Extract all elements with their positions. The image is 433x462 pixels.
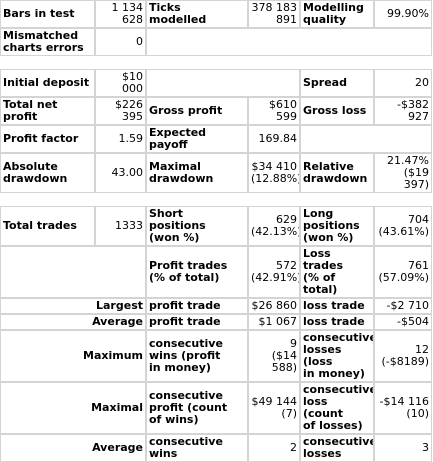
largest-loss-trade-value: -$2 710 — [374, 298, 432, 314]
row-profit-factor: Profit factor 1.59 Expected payoff 169.8… — [0, 125, 432, 153]
relative-drawdown-value: 21.47% ($19 397) — [374, 153, 432, 193]
largest-profit-trade-label: profit trade — [146, 298, 248, 314]
absolute-drawdown-value: 43.00 — [95, 153, 146, 193]
maximal-consecutive-loss-value: -$14 116 (10) — [374, 382, 432, 434]
bars-in-test-label: Bars in test — [0, 0, 95, 28]
average-consecutive-row-label: Average — [0, 434, 146, 462]
spacer-cell — [0, 56, 432, 69]
empty-cell — [146, 69, 300, 97]
profit-factor-label: Profit factor — [0, 125, 95, 153]
spacer-row — [0, 193, 432, 206]
average-consecutive-wins-value: 2 — [248, 434, 300, 462]
empty-cell — [0, 246, 146, 298]
relative-drawdown-label: Relative drawdown — [300, 153, 374, 193]
average-profit-trade-label: profit trade — [146, 314, 248, 330]
row-mismatched-errors: Mismatched charts errors 0 — [0, 28, 432, 56]
empty-cell — [300, 125, 432, 153]
gross-profit-value: $610 599 — [248, 97, 300, 125]
row-largest: Largest profit trade $26 860 loss trade … — [0, 298, 432, 314]
loss-trades-value: 761 (57.09%) — [374, 246, 432, 298]
max-consecutive-wins-value: 9 ($14 588) — [248, 330, 300, 382]
spread-label: Spread — [300, 69, 374, 97]
ticks-modelled-label: Ticks modelled — [146, 0, 248, 28]
row-average-consecutive: Average consecutive wins 2 consecutive l… — [0, 434, 432, 462]
initial-deposit-label: Initial deposit — [0, 69, 95, 97]
maximal-row-label: Maximal — [0, 382, 146, 434]
gross-loss-value: -$382 927 — [374, 97, 432, 125]
row-maximal-consecutive: Maximal consecutive profit (count of win… — [0, 382, 432, 434]
short-positions-value: 629 (42.13%) — [248, 206, 300, 246]
average-profit-trade-value: $1 067 — [248, 314, 300, 330]
row-drawdowns: Absolute drawdown 43.00 Maximal drawdown… — [0, 153, 432, 193]
total-net-profit-value: $226 395 — [95, 97, 146, 125]
profit-factor-value: 1.59 — [95, 125, 146, 153]
average-row-label: Average — [0, 314, 146, 330]
mismatched-charts-errors-label: Mismatched charts errors — [0, 28, 95, 56]
max-consecutive-wins-label: consecutive wins (profit in money) — [146, 330, 248, 382]
row-profit-loss: Total net profit $226 395 Gross profit $… — [0, 97, 432, 125]
total-trades-label: Total trades — [0, 206, 95, 246]
mismatched-charts-errors-value: 0 — [95, 28, 146, 56]
maximal-drawdown-label: Maximal drawdown — [146, 153, 248, 193]
expected-payoff-label: Expected payoff — [146, 125, 248, 153]
largest-row-label: Largest — [0, 298, 146, 314]
largest-profit-trade-value: $26 860 — [248, 298, 300, 314]
initial-deposit-value: $10 000 — [95, 69, 146, 97]
total-trades-value: 1333 — [95, 206, 146, 246]
row-total-trades: Total trades 1333 Short positions (won %… — [0, 206, 432, 246]
long-positions-label: Long positions (won %) — [300, 206, 374, 246]
maximal-consecutive-profit-value: $49 144 (7) — [248, 382, 300, 434]
profit-trades-value: 572 (42.91%) — [248, 246, 300, 298]
empty-cell — [146, 28, 432, 56]
total-net-profit-label: Total net profit — [0, 97, 95, 125]
row-profit-loss-trades: Profit trades (% of total) 572 (42.91%) … — [0, 246, 432, 298]
loss-trades-label: Loss trades (% of total) — [300, 246, 374, 298]
expected-payoff-value: 169.84 — [248, 125, 300, 153]
profit-trades-label: Profit trades (% of total) — [146, 246, 248, 298]
average-consecutive-losses-label: consecutive losses — [300, 434, 374, 462]
spread-value: 20 — [374, 69, 432, 97]
spacer-row — [0, 56, 432, 69]
row-deposit-spread: Initial deposit $10 000 Spread 20 — [0, 69, 432, 97]
row-maximum-consecutive: Maximum consecutive wins (profit in mone… — [0, 330, 432, 382]
maximal-consecutive-loss-label: consecutive loss (count of losses) — [300, 382, 374, 434]
row-bars-ticks-quality: Bars in test 1 134 628 Ticks modelled 37… — [0, 0, 432, 28]
maximal-consecutive-profit-label: consecutive profit (count of wins) — [146, 382, 248, 434]
short-positions-label: Short positions (won %) — [146, 206, 248, 246]
modelling-quality-value: 99.90% — [374, 0, 432, 28]
maximal-drawdown-value: $34 410 (12.88%) — [248, 153, 300, 193]
absolute-drawdown-label: Absolute drawdown — [0, 153, 95, 193]
maximum-row-label: Maximum — [0, 330, 146, 382]
spacer-cell — [0, 193, 432, 206]
gross-loss-label: Gross loss — [300, 97, 374, 125]
largest-loss-trade-label: loss trade — [300, 298, 374, 314]
long-positions-value: 704 (43.61%) — [374, 206, 432, 246]
row-average-trade: Average profit trade $1 067 loss trade -… — [0, 314, 432, 330]
max-consecutive-losses-label: consecutive losses (loss in money) — [300, 330, 374, 382]
bars-in-test-value: 1 134 628 — [95, 0, 146, 28]
gross-profit-label: Gross profit — [146, 97, 248, 125]
average-consecutive-wins-label: consecutive wins — [146, 434, 248, 462]
average-loss-trade-label: loss trade — [300, 314, 374, 330]
modelling-quality-label: Modelling quality — [300, 0, 374, 28]
ticks-modelled-value: 378 183 891 — [248, 0, 300, 28]
average-loss-trade-value: -$504 — [374, 314, 432, 330]
average-consecutive-losses-value: 3 — [374, 434, 432, 462]
max-consecutive-losses-value: 12 (-$8189) — [374, 330, 432, 382]
